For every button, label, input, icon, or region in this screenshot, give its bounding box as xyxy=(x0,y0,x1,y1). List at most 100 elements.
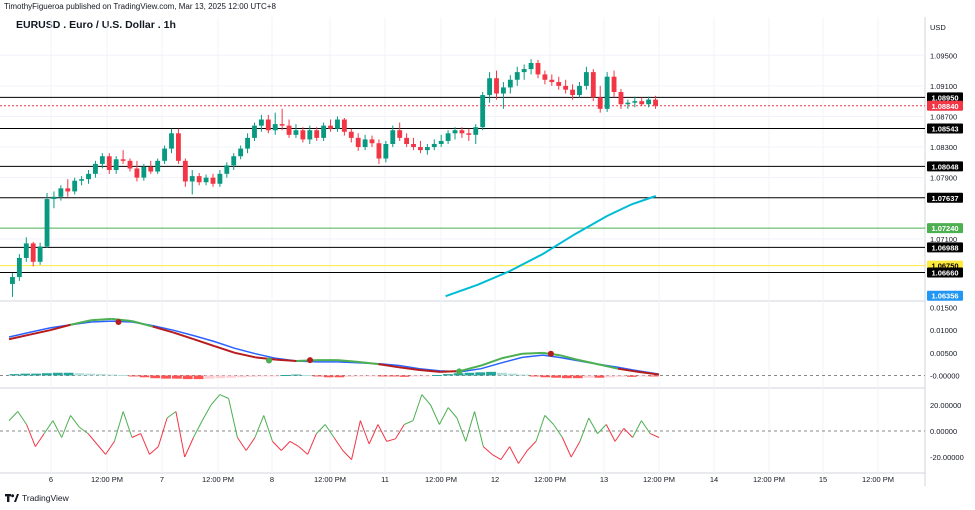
oscillator-segment xyxy=(245,437,256,451)
oscillator-segment xyxy=(553,424,563,438)
signal-line-segment xyxy=(70,319,92,326)
candle-body xyxy=(58,188,64,197)
oscillator-segment xyxy=(456,417,467,442)
oscillator-segment xyxy=(307,433,317,455)
tradingview-logo[interactable]: TradingView xyxy=(5,493,69,503)
tradingview-logo-icon xyxy=(5,494,19,502)
oscillator-segment xyxy=(201,404,212,421)
oscillator-segment xyxy=(193,420,203,438)
candle-body xyxy=(314,130,320,138)
time-tick-label: 12:00 PM xyxy=(862,475,894,484)
signal-line-segment xyxy=(111,317,133,323)
oscillator-segment xyxy=(70,415,80,428)
candle-body xyxy=(362,139,368,148)
macd-histogram-bar xyxy=(605,375,616,378)
oscillator-segment xyxy=(412,394,423,421)
candle-body xyxy=(189,176,195,182)
candle-body xyxy=(556,82,562,86)
oscillator-segment xyxy=(368,424,379,445)
time-tick-label: 12:00 PM xyxy=(753,475,785,484)
candle-body xyxy=(258,119,264,126)
candle-body xyxy=(120,159,126,161)
candle-body xyxy=(570,89,575,96)
candle-body xyxy=(542,74,548,80)
macd-histogram-bar xyxy=(464,372,475,376)
candle-body xyxy=(383,144,389,159)
candle-body xyxy=(424,147,430,151)
oscillator-segment xyxy=(324,424,335,438)
macd-histogram-bar xyxy=(63,372,74,376)
signal-line-segment xyxy=(152,325,174,334)
oscillator-segment xyxy=(535,415,546,442)
macd-histogram-bar xyxy=(52,372,63,376)
candle-body xyxy=(514,72,520,80)
oscillator-segment xyxy=(122,411,133,438)
time-tick-label: 12:00 PM xyxy=(534,475,566,484)
candle-body xyxy=(279,124,285,126)
candle-body xyxy=(438,140,444,144)
oscillator-segment xyxy=(43,420,54,434)
macd-histogram-bar xyxy=(247,375,258,377)
macd-histogram-bar xyxy=(312,375,323,377)
signal-line-segment xyxy=(172,331,195,341)
oscillator-segment xyxy=(228,398,238,438)
oscillator-segment xyxy=(219,394,229,399)
price-tag-label: 1.06356 xyxy=(931,292,958,301)
macd-histogram-bar xyxy=(594,375,605,378)
signal-line-segment xyxy=(558,354,578,361)
macd-histogram-bar xyxy=(182,375,193,380)
oscillator-segment xyxy=(316,424,326,434)
macd-histogram-bar xyxy=(269,375,280,377)
macd-histogram-bar xyxy=(356,375,366,377)
candle-body xyxy=(583,72,589,86)
oscillator-segment xyxy=(359,420,370,445)
macd-histogram-bar xyxy=(410,375,421,377)
candle-body xyxy=(632,101,638,103)
price-tick-label: 1.09100 xyxy=(930,82,957,91)
macd-histogram-bar xyxy=(421,375,431,377)
candle-body xyxy=(79,179,85,181)
macd-histogram-bar xyxy=(31,373,41,376)
macd-histogram-bar xyxy=(453,373,464,376)
price-tag-box xyxy=(927,92,963,103)
signal-line-segment xyxy=(576,358,598,366)
macd-histogram-bar xyxy=(562,375,572,379)
candle-body xyxy=(72,180,78,192)
oscillator-segment xyxy=(87,433,98,445)
time-tick-label: 8 xyxy=(270,475,274,484)
oscillator-segment xyxy=(113,411,124,442)
macd-histogram-bar xyxy=(345,375,356,377)
price-tag-box xyxy=(927,242,963,253)
macd-histogram-bar xyxy=(507,373,518,376)
time-tick-label: 15 xyxy=(819,475,827,484)
price-tick-label: 1.08700 xyxy=(930,112,957,121)
oscillator-segment xyxy=(641,420,651,434)
time-tick-label: 14 xyxy=(710,475,718,484)
macd-histogram-bar xyxy=(583,375,594,378)
oscillator-segment xyxy=(280,441,291,451)
price-tag-box xyxy=(927,100,963,111)
macd-histogram-bar xyxy=(237,375,247,378)
candle-body xyxy=(196,176,202,183)
oscillator-segment xyxy=(570,441,581,458)
oscillator-segment xyxy=(263,415,273,442)
macd-histogram-bar xyxy=(226,375,236,378)
macd-histogram-bar xyxy=(399,375,410,377)
candle-body xyxy=(590,72,596,98)
macd-histogram-bar xyxy=(518,374,529,376)
macd-histogram-bar xyxy=(193,375,204,380)
symbol-title[interactable]: EURUSD . Euro / U.S. Dollar . 1h xyxy=(16,19,176,31)
oscillator-segment xyxy=(474,411,484,447)
oscillator-segment xyxy=(34,433,45,447)
oscillator-segment xyxy=(333,437,344,451)
candle-body xyxy=(452,130,458,134)
macd-histogram-bar xyxy=(572,375,583,379)
candle-body xyxy=(169,133,174,149)
candle-body xyxy=(141,166,147,178)
candle-body xyxy=(210,177,216,184)
macd-histogram-bar xyxy=(20,373,31,376)
signal-line-segment xyxy=(193,338,215,347)
price-tag-label: 1.06660 xyxy=(931,268,958,277)
macd-tick-label: -0.00000 xyxy=(930,371,960,380)
